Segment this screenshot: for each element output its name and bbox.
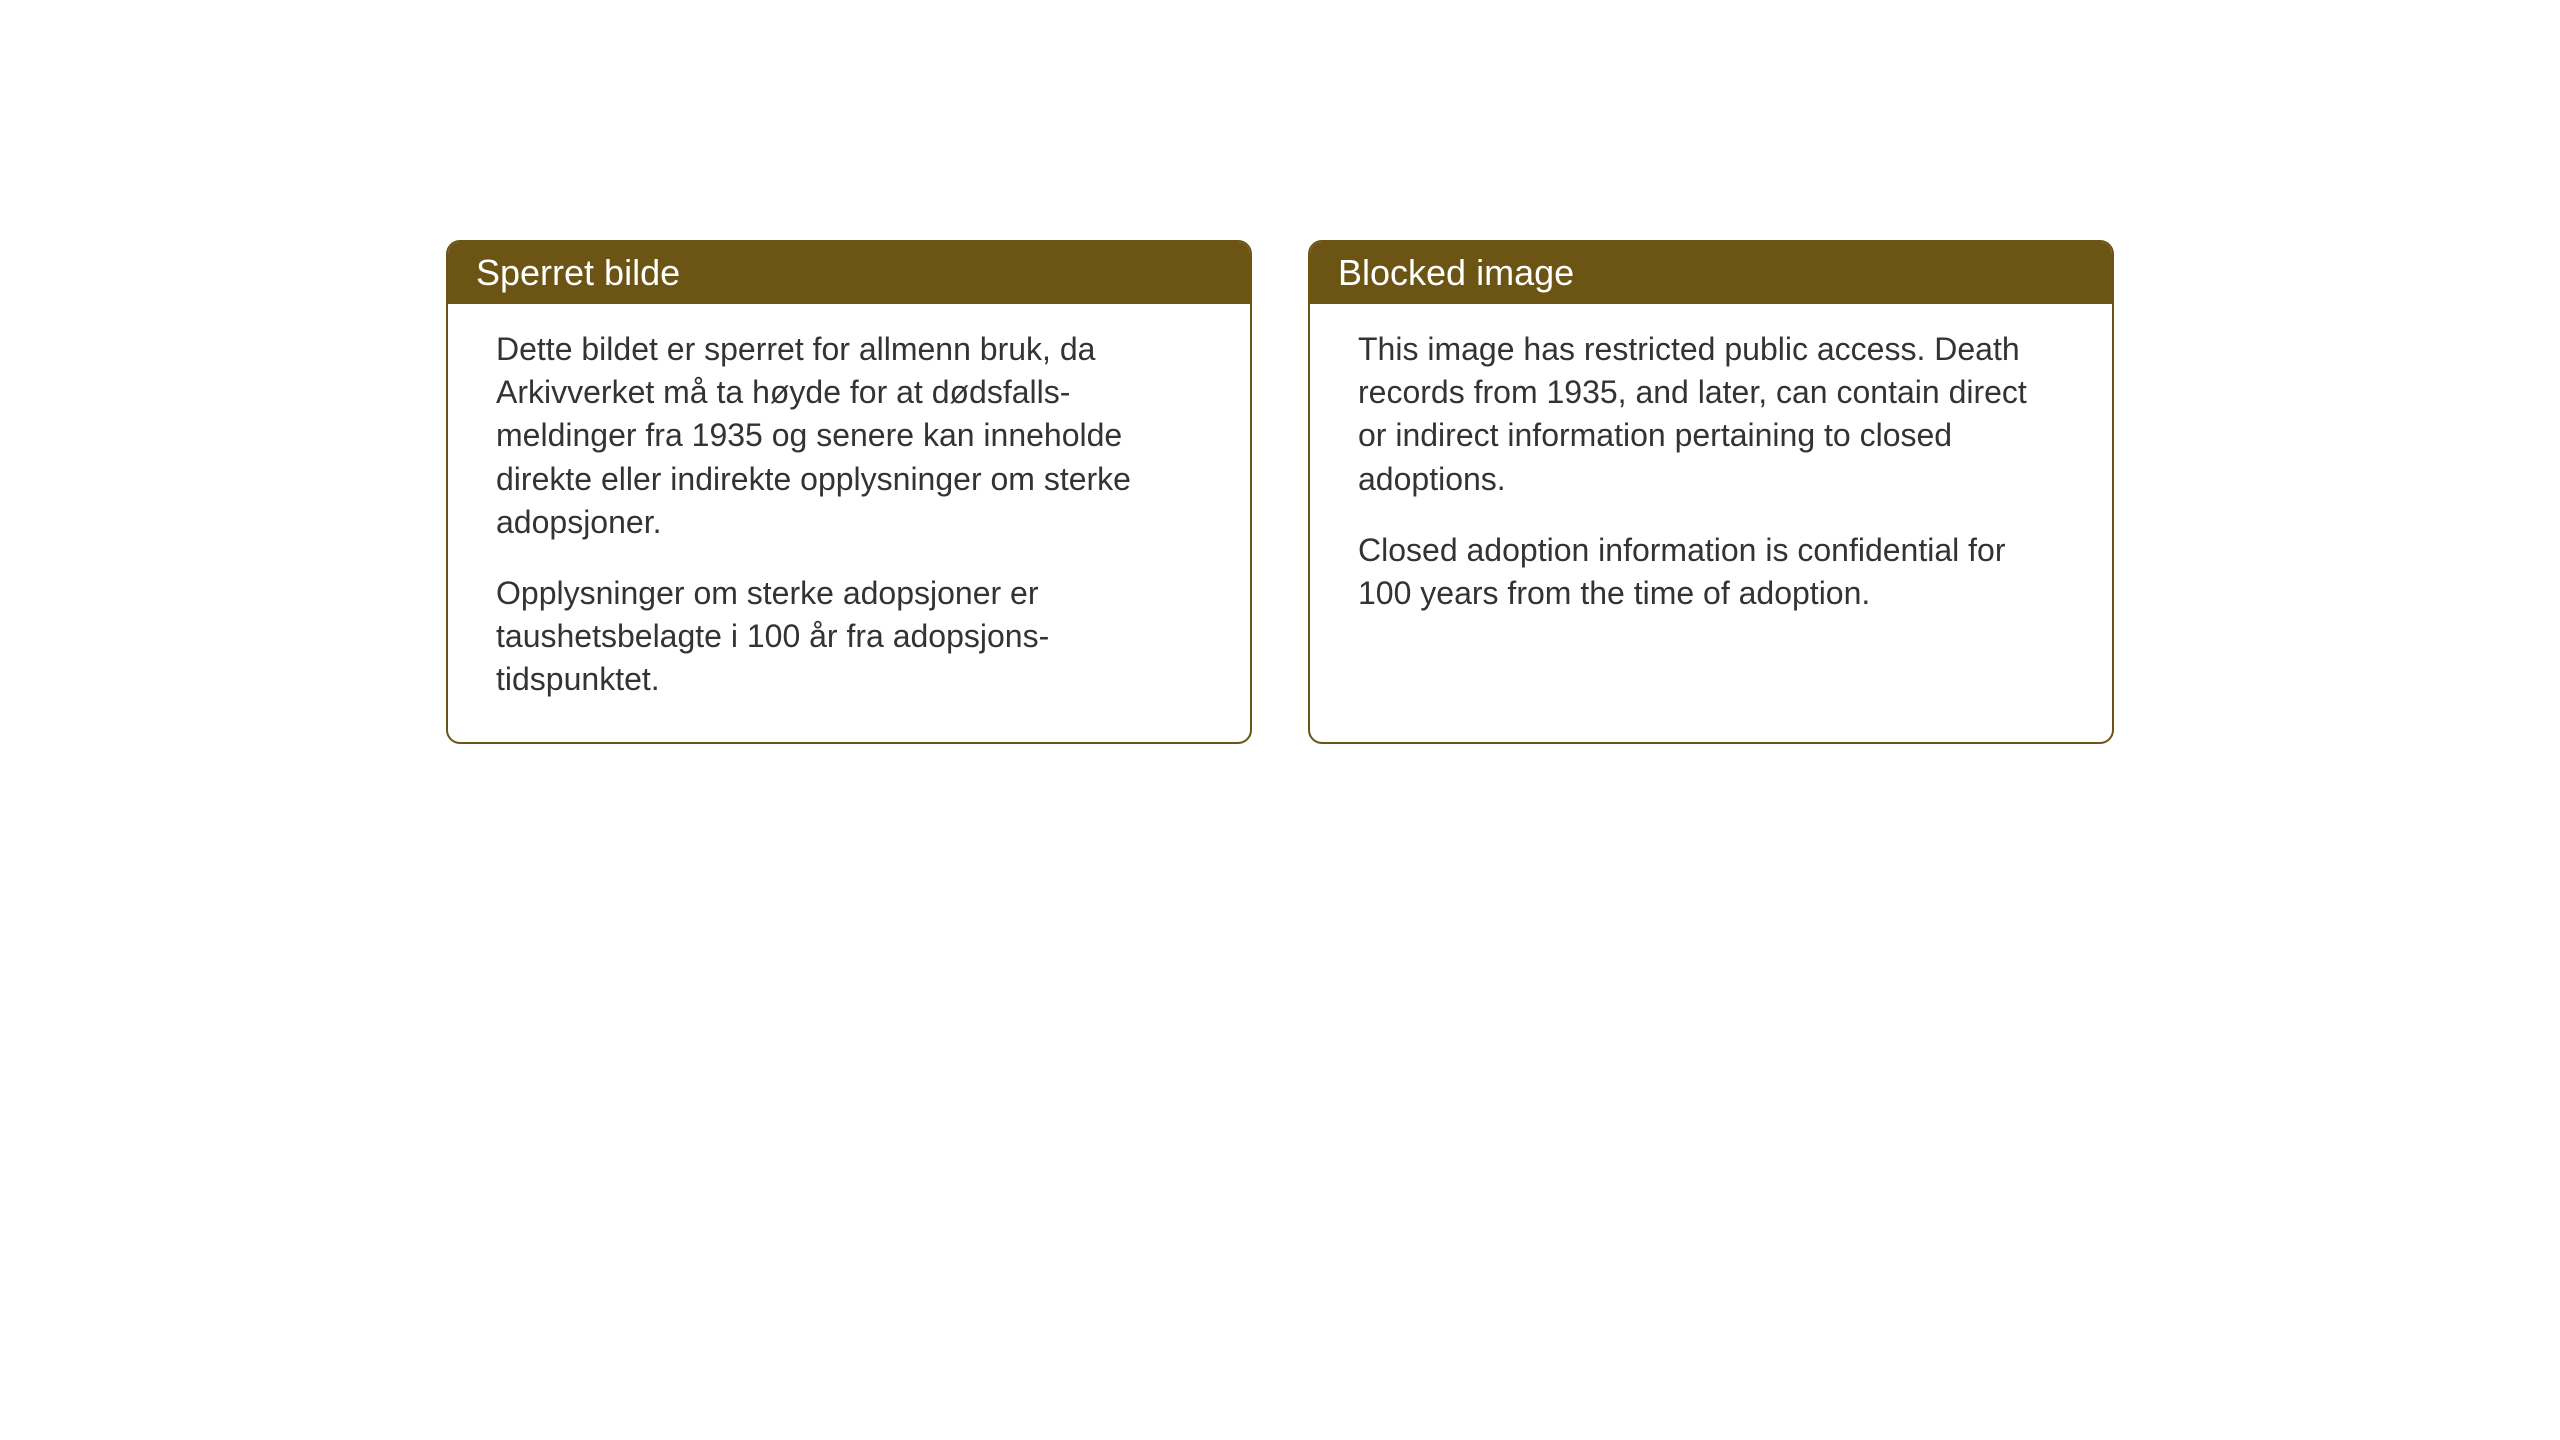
english-card-header: Blocked image	[1310, 242, 2112, 304]
english-card-body: This image has restricted public access.…	[1310, 304, 2112, 655]
norwegian-paragraph-2: Opplysninger om sterke adopsjoner er tau…	[496, 572, 1202, 702]
english-notice-card: Blocked image This image has restricted …	[1308, 240, 2114, 744]
english-paragraph-1: This image has restricted public access.…	[1358, 328, 2064, 501]
norwegian-card-body: Dette bildet er sperret for allmenn bruk…	[448, 304, 1250, 742]
norwegian-paragraph-1: Dette bildet er sperret for allmenn bruk…	[496, 328, 1202, 544]
norwegian-notice-card: Sperret bilde Dette bildet er sperret fo…	[446, 240, 1252, 744]
english-paragraph-2: Closed adoption information is confident…	[1358, 529, 2064, 615]
norwegian-card-header: Sperret bilde	[448, 242, 1250, 304]
notice-cards-container: Sperret bilde Dette bildet er sperret fo…	[446, 240, 2114, 744]
